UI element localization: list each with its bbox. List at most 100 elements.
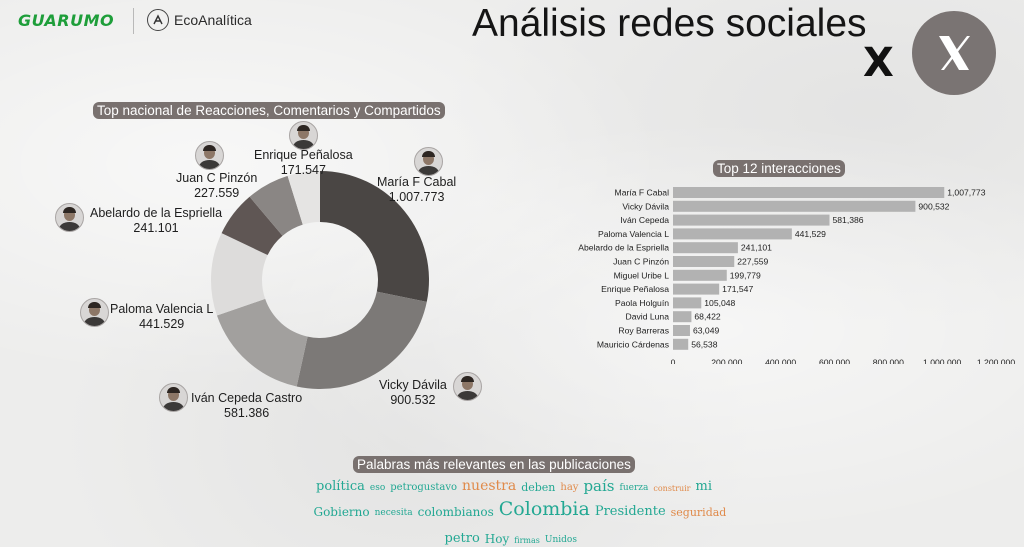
avatar-vicky-davila <box>453 372 482 401</box>
avatar-abelardo-de-la-espriella <box>55 203 84 232</box>
bar-category-label: Paola Holguín <box>615 298 669 308</box>
donut-slice <box>211 233 268 316</box>
guarumo-logo: GUARUMO <box>18 11 115 30</box>
bar-value-label: 56,538 <box>691 339 718 349</box>
x-tick-label: 1,200,000 <box>977 358 1015 364</box>
word-cloud-word: firmas <box>514 536 540 545</box>
word-cloud-word: fuerza <box>619 483 649 493</box>
donut-label-name: Paloma Valencia L <box>110 302 214 316</box>
bar-value-label: 171,547 <box>722 284 753 294</box>
donut-slice <box>216 298 308 387</box>
bar-value-label: 68,422 <box>694 312 721 322</box>
x-tick-label: 0 <box>671 358 676 364</box>
x-tick-label: 400,000 <box>765 358 796 364</box>
bar-category-label: María F Cabal <box>615 188 670 198</box>
donut-label-paloma-valencia: Paloma Valencia L 441.529 <box>110 302 213 332</box>
word-cloud-word: Unidos <box>544 535 577 545</box>
bar <box>673 311 692 323</box>
bar-value-label: 241,101 <box>741 243 772 253</box>
word-cloud-word: nuestra <box>462 478 517 494</box>
page-title: Análisis redes sociales <box>472 2 867 45</box>
x-tick-label: 800,000 <box>873 358 904 364</box>
bar-value-label: 227,559 <box>737 257 768 267</box>
donut-label-enrique-penalosa: Enrique Peñalosa 171.547 <box>254 148 353 178</box>
word-cloud-word: hay <box>560 482 579 493</box>
word-cloud-word: petro <box>444 531 480 546</box>
bar-category-label: David Luna <box>626 312 670 322</box>
avatar-juan-c-pinzon <box>195 141 224 170</box>
x-tick-label: 200,000 <box>711 358 742 364</box>
donut-label-abelardo-de-la-espriella: Abelardo de la Espriella 241.101 <box>90 206 222 236</box>
bar-category-label: Miguel Uribe L <box>614 270 670 280</box>
x-tick-label: 600,000 <box>819 358 850 364</box>
donut-label-value: 441.529 <box>139 317 185 331</box>
bar-category-label: Abelardo de la Espriella <box>578 243 669 253</box>
word-cloud-word: Colombia <box>498 498 590 520</box>
word-cloud-word: Gobierno <box>313 505 370 519</box>
donut-label-name: Iván Cepeda Castro <box>191 391 303 405</box>
bar <box>673 242 738 254</box>
word-cloud-word: eso <box>369 483 386 493</box>
donut-label-name: María F Cabal <box>377 175 457 189</box>
word-cloud-word: colombianos <box>417 505 494 519</box>
donut-label-value: 581.386 <box>224 406 270 420</box>
donut-label-value: 241.101 <box>133 221 179 235</box>
donut-slice <box>320 171 429 302</box>
word-cloud: política eso petrogustavo nuestra deben hay pa… <box>290 470 730 547</box>
donut-label-juan-c-pinzon: Juan C Pinzón 227.559 <box>176 171 257 201</box>
donut-slice <box>287 171 320 225</box>
bar-value-label: 105,048 <box>704 298 735 308</box>
word-cloud-word: petrogustavo <box>390 482 458 493</box>
word-cloud-word: mi <box>695 479 713 494</box>
bar-chart: María F Cabal 1,007,773 Vicky Dávila 900,53… <box>578 187 1015 364</box>
avatar-maria-f-cabal <box>414 147 443 176</box>
donut-label-value: 1.007.773 <box>388 190 445 204</box>
bar-category-label: Vicky Dávila <box>622 201 669 211</box>
donut-label-name: Abelardo de la Espriella <box>90 206 223 220</box>
donut-slice <box>296 291 427 389</box>
bar-value-label: 581,386 <box>832 215 863 225</box>
x-tick-label: 1,000,000 <box>923 358 961 364</box>
bar-category-label: Mauricio Cárdenas <box>597 339 669 349</box>
bar-category-label: Juan C Pinzón <box>613 257 669 267</box>
donut-label-name: Vicky Dávila <box>379 378 447 392</box>
word-cloud-word: necesita <box>374 508 413 518</box>
x-letter: X <box>863 40 894 86</box>
word-cloud-word: Presidente <box>594 504 666 519</box>
bar-chart-title: Top 12 interacciones <box>713 160 845 177</box>
x-logo-icon <box>912 11 996 95</box>
word-cloud-title: Palabras más relevantes en las publicaci… <box>353 456 635 473</box>
bar <box>673 200 916 212</box>
donut-slice <box>249 175 303 236</box>
bar-value-label: 199,779 <box>730 270 761 280</box>
bar <box>673 283 720 295</box>
donut-label-vicky-davila: Vicky Dávila 900.532 <box>379 378 447 408</box>
donut-slice <box>221 196 283 256</box>
word-cloud-word: política <box>316 479 365 494</box>
bar-category-label: Roy Barreras <box>618 326 669 336</box>
ecoanalitica-text: EcoAnalítica <box>174 12 252 28</box>
donut-chart <box>211 171 429 389</box>
word-cloud-word: deben <box>521 481 556 494</box>
donut-label-ivan-cepeda: Iván Cepeda Castro 581.386 <box>191 391 302 421</box>
bar <box>673 256 735 267</box>
bar-value-label: 63,049 <box>693 326 720 336</box>
ecoanalitica-mark-icon <box>147 9 169 31</box>
donut-label-value: 900.532 <box>390 393 436 407</box>
avatar-paloma-valencia <box>80 298 109 327</box>
donut-label-name: Juan C Pinzón <box>176 171 258 185</box>
word-cloud-word: Hoy <box>484 532 510 546</box>
bar <box>673 214 830 226</box>
donut-label-value: 171.547 <box>280 163 326 177</box>
bar <box>673 187 945 198</box>
ecoanalitica-logo: EcoAnalítica <box>147 9 252 31</box>
bar <box>673 228 792 240</box>
donut-label-name: Enrique Peñalosa <box>254 148 353 162</box>
bar-value-label: 1,007,773 <box>947 188 985 198</box>
avatar-ivan-cepeda <box>159 383 188 412</box>
bar <box>673 338 689 350</box>
bar-value-label: 900,532 <box>918 201 949 211</box>
bar <box>673 269 727 281</box>
word-cloud-word: seguridad <box>670 506 727 519</box>
